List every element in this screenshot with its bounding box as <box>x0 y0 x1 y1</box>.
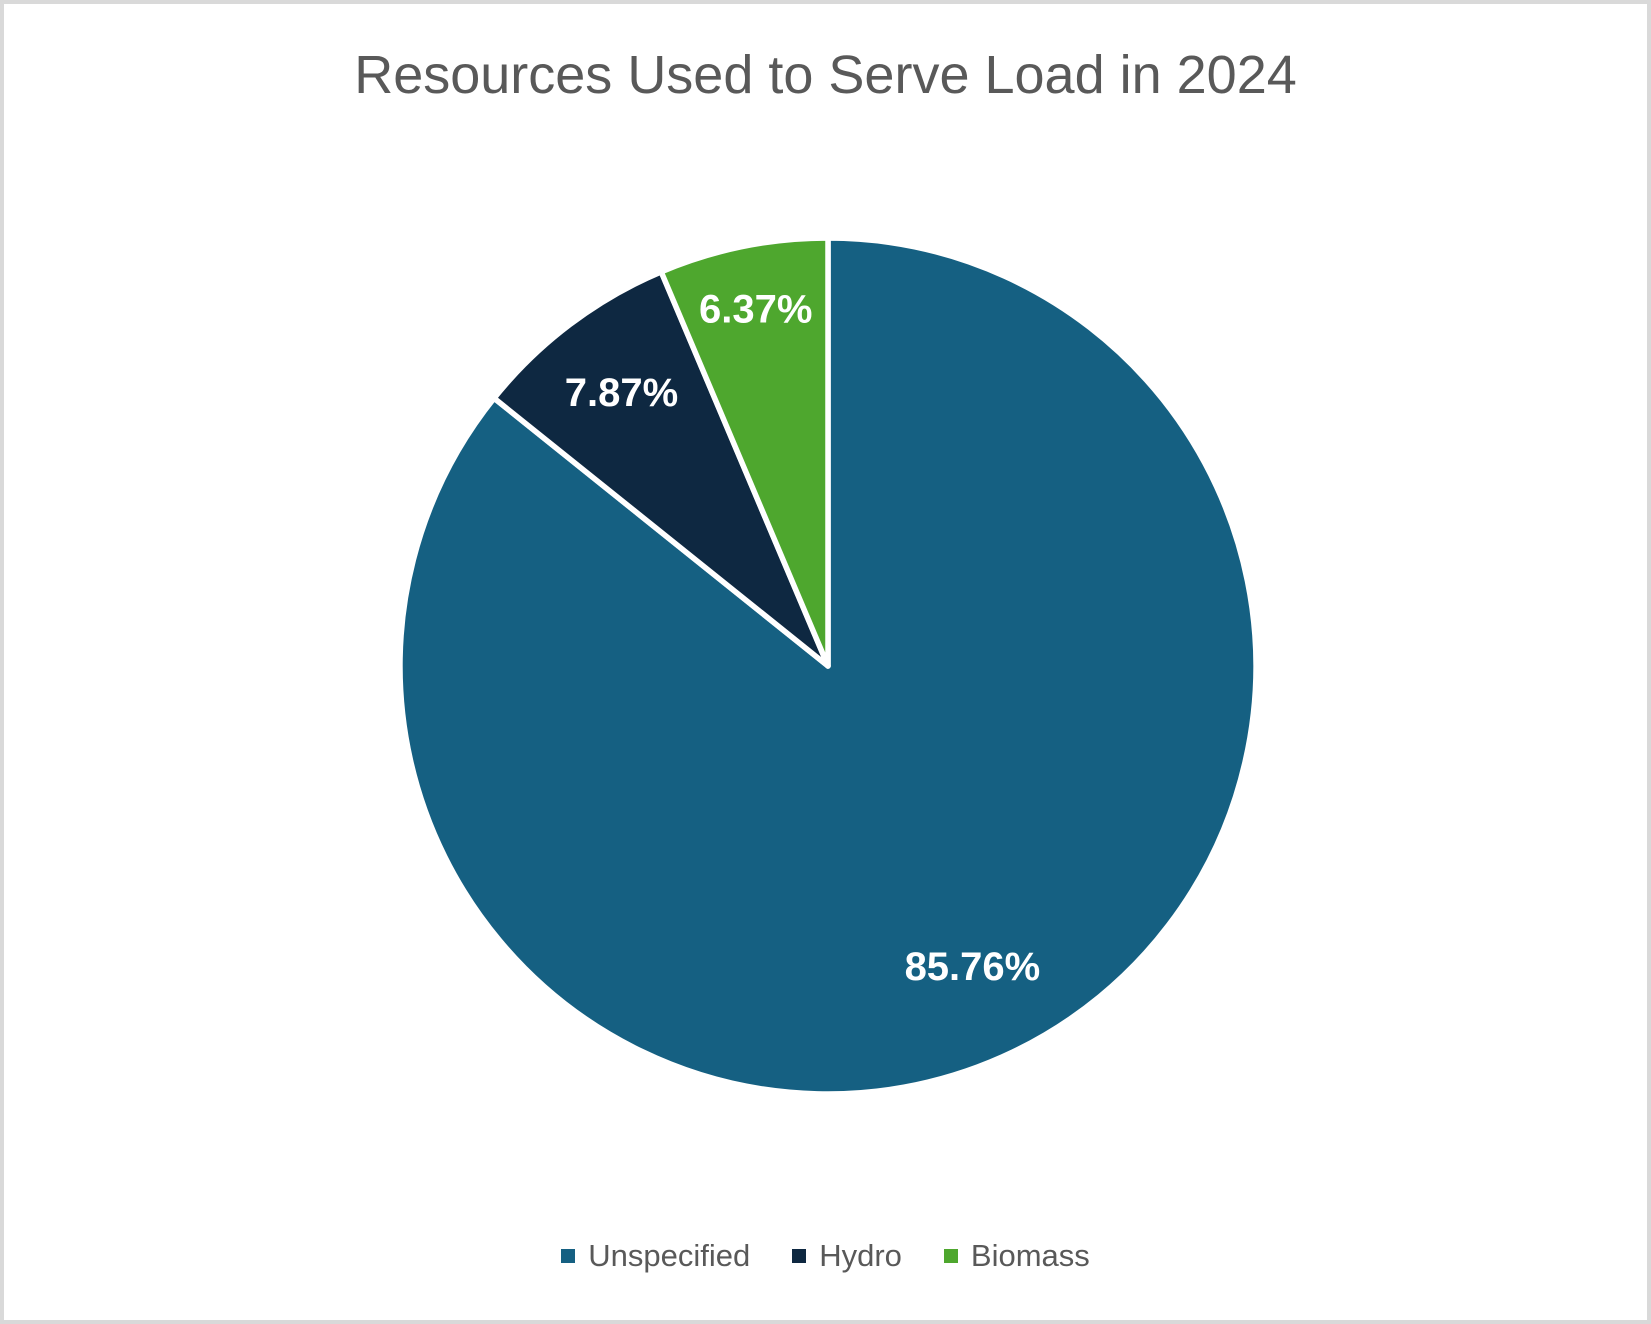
legend-marker-biomass-icon <box>943 1249 958 1263</box>
legend-marker-unspecified-icon <box>561 1249 576 1263</box>
legend-item-unspecified: Unspecified <box>561 1238 750 1274</box>
chart-title: Resources Used to Serve Load in 2024 <box>354 45 1297 105</box>
data-label-hydro: 7.87% <box>565 371 678 415</box>
legend-label: Unspecified <box>588 1238 751 1273</box>
pie-slice-biomass <box>658 235 831 669</box>
data-label-unspecified: 85.76% <box>905 945 1041 989</box>
legend-item-hydro: Hydro <box>792 1238 902 1274</box>
data-label-biomass: 6.37% <box>699 288 812 332</box>
legend-marker-hydro-icon <box>792 1249 807 1263</box>
legend-label: Hydro <box>819 1238 902 1273</box>
legend: Unspecified Hydro Biomass <box>4 1238 1647 1274</box>
legend-label: Biomass <box>970 1238 1090 1273</box>
pie-chart: 85.76% 7.87% 6.37% <box>397 235 1259 1097</box>
legend-item-biomass: Biomass <box>943 1238 1090 1274</box>
pie-slice-hydro <box>491 269 831 669</box>
